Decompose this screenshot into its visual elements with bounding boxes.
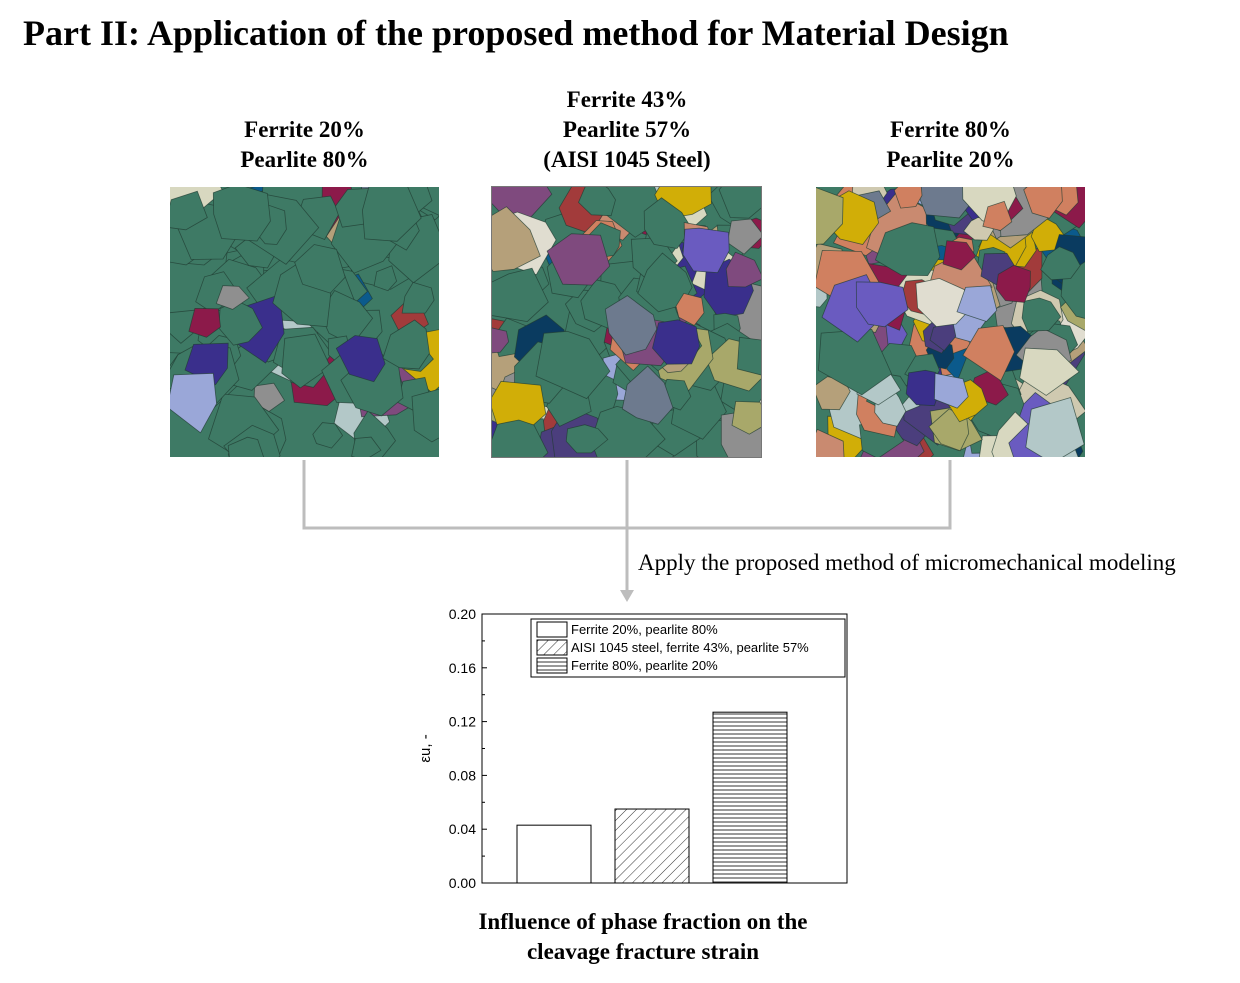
ferrite-grain [578,187,616,217]
pearlite-grain [652,319,701,365]
panel-label-line: Ferrite 43% [566,87,688,112]
y-tick-label: 0.04 [449,821,476,837]
ferrite-grain [492,267,549,323]
ferrite-grain [401,281,435,314]
legend-swatch [536,657,568,674]
pearlite-grain [1025,397,1085,457]
ferrite-grain [817,328,892,396]
ferrite-grain [411,388,439,443]
pearlite-grain [253,382,286,412]
ferrite-grain [281,333,332,389]
ferrite-grain [351,436,382,457]
panel-label-line: Ferrite 80% [890,117,1011,142]
pearlite-grain [905,369,940,407]
pearlite-grain [1030,216,1066,252]
panel-label-ferrite-80: Ferrite 80% Pearlite 20% [816,115,1085,175]
pearlite-grain [1023,187,1063,219]
ferrite-grain [492,419,549,457]
pearlite-grain [215,285,250,310]
legend-box [530,618,846,678]
bar-1 [516,824,592,884]
microstructure-aisi-1045 [491,186,762,458]
y-tick-label: 0.00 [449,875,476,891]
page-title: Part II: Application of the proposed met… [23,13,1009,53]
pearlite-grain [816,187,844,245]
ferrite-grain [294,244,346,294]
legend-label: AISI 1045 steel, ferrite 43%, pearlite 5… [571,640,809,655]
pearlite-grain [604,295,658,356]
pearlite-grain [188,307,221,338]
ferrite-grain [170,190,208,231]
microstructure-svg [492,187,761,457]
panel-label-line: Pearlite 80% [240,147,369,172]
chart-caption: Influence of phase fraction on the cleav… [443,907,843,967]
ferrite-grain [361,187,422,242]
pearlite-grain [731,400,761,435]
pearlite-grain [335,335,386,383]
pearlite-grain [675,292,705,327]
microstructure-svg [170,187,439,457]
pearlite-grain [492,206,541,272]
pearlite-grain [982,200,1013,231]
legend-swatch [536,621,568,638]
panel-label-ferrite-20: Ferrite 20% Pearlite 80% [170,115,439,175]
bar-3 [712,711,788,884]
pearlite-grain [962,325,1015,382]
pearlite-grain [725,251,761,288]
pearlite-grain [816,428,845,457]
panel-label-line: Pearlite 20% [886,147,1015,172]
connector-bracket [302,460,952,530]
caption-line: Influence of phase fraction on the [478,909,808,934]
ferrite-grain [1021,297,1062,332]
pearlite-grain [170,372,218,434]
legend-swatch [536,639,568,656]
microstructure-ferrite-20 [170,187,439,457]
y-tick-label: 0.08 [449,767,476,783]
ferrite-grain [373,265,398,292]
legend-label: Ferrite 80%, pearlite 20% [571,658,718,673]
pearlite-grain [995,264,1031,303]
pearlite-grain [726,218,761,255]
microstructure-ferrite-80 [816,187,1085,457]
pearlite-grain [942,240,977,271]
pearlite-grain [492,327,510,354]
y-axis-label: εu, - [417,734,434,762]
caption-line: cleavage fracture strain [526,939,760,964]
pearlite-grain [855,281,909,328]
ferrite-grain [535,330,611,400]
fracture-strain-chart: 0.00 0.04 0.08 0.12 0.16 0.20 εu, - Ferrite 20%… [417,606,848,891]
bar-2 [614,808,690,884]
ferrite-grain [382,319,430,370]
y-tick-label: 0.16 [449,660,476,676]
y-tick-label: 0.12 [449,714,476,730]
ferrite-grain [718,187,761,219]
panel-label-line: Ferrite 20% [244,117,365,142]
ferrite-grain [565,424,609,454]
pearlite-grain [893,187,923,209]
y-tick-label: 0.20 [449,606,476,622]
microstructure-svg [816,187,1085,457]
ferrite-grain [1040,246,1081,281]
ferrite-grain [312,422,344,449]
pearlite-grain [915,277,972,328]
ferrite-grain [736,336,761,376]
ferrite-grain [874,222,941,277]
ferrite-grain [643,197,693,249]
panel-label-line: Pearlite 57% [562,117,692,142]
apply-method-label: Apply the proposed method of micromechan… [638,550,1176,575]
ferrite-grain [212,187,271,242]
pearlite-grain [1019,347,1080,396]
pearlite-grain [546,233,611,286]
panel-label-line: (AISI 1045 Steel) [543,147,711,172]
pearlite-grain [682,227,730,274]
pearlite-grain [621,365,674,425]
pearlite-grain [956,285,998,322]
ferrite-grain [227,436,265,457]
panel-label-aisi-1045: Ferrite 43% Pearlite 57% (AISI 1045 Stee… [492,85,762,175]
legend-label: Ferrite 20%, pearlite 80% [571,622,718,637]
pearlite-grain [933,372,969,409]
